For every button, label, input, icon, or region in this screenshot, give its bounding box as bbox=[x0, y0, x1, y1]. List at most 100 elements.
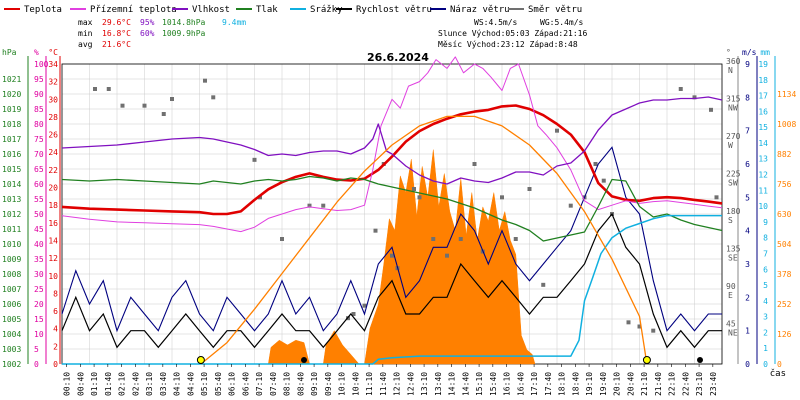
stats-max-hum: 95% bbox=[140, 18, 155, 27]
legend-label: Náraz větru bbox=[450, 5, 510, 15]
wind-direction-point bbox=[527, 187, 532, 191]
wind-info: WS:4.5m/s WG:5.4m/s Slunce Východ:05:03 … bbox=[438, 18, 587, 49]
x-tick-label: 07:10 bbox=[255, 372, 264, 396]
tick-label-hPa: 1003 bbox=[2, 345, 21, 354]
wind-direction-point bbox=[252, 157, 257, 162]
x-tick-label: 08:40 bbox=[296, 372, 305, 396]
tick-label-hPa: 1021 bbox=[2, 75, 21, 84]
tick-label-percent: 90 bbox=[34, 90, 44, 99]
tick-label-mm: 1 bbox=[763, 344, 768, 353]
series-line bbox=[61, 96, 723, 185]
x-tick-label: 10:40 bbox=[351, 372, 360, 396]
series-line bbox=[61, 56, 723, 233]
tick-label-percent: 55 bbox=[34, 195, 44, 204]
wind-direction-point bbox=[568, 203, 573, 208]
wind-gust-stat: WG:5.4m/s bbox=[540, 18, 584, 27]
tick-label-solar: 252 bbox=[777, 300, 792, 309]
x-tick-label: 16:40 bbox=[516, 372, 525, 396]
wind-direction-point bbox=[161, 112, 166, 116]
tick-label-mm: 15 bbox=[758, 123, 768, 132]
x-tick-label: 01:10 bbox=[90, 372, 99, 396]
wind-direction-point bbox=[601, 178, 606, 183]
series-wind-speed bbox=[61, 212, 722, 349]
x-tick-label: 00:10 bbox=[63, 372, 72, 396]
tick-label-ms: 2 bbox=[745, 293, 750, 302]
moon-marker bbox=[697, 357, 703, 363]
stats-block: max 29.6°C 95% 1014.8hPa 9.4mm min 16.8°… bbox=[78, 18, 246, 49]
tick-label-direction-name: SE bbox=[728, 254, 738, 263]
axis-unit-hPa: hPa bbox=[2, 48, 17, 57]
tick-label-celsius: 16 bbox=[48, 219, 58, 228]
tick-label-mm: 3 bbox=[763, 313, 768, 322]
wind-direction-point bbox=[626, 320, 631, 325]
tick-label-hPa: 1006 bbox=[2, 300, 21, 309]
sun-marker bbox=[196, 356, 205, 364]
x-tick-label: 05:40 bbox=[214, 372, 223, 396]
x-tick-label: 17:40 bbox=[544, 372, 553, 396]
tick-label-mm: 19 bbox=[758, 60, 768, 69]
tick-label-solar: 504 bbox=[777, 240, 792, 249]
tick-label-celsius: 6 bbox=[53, 307, 58, 316]
series-line bbox=[61, 175, 723, 242]
stats-min-temp: 16.8°C bbox=[102, 29, 131, 38]
x-tick-label: 20:10 bbox=[613, 372, 622, 396]
tick-label-celsius: 2 bbox=[53, 342, 58, 351]
tick-label-percent: 50 bbox=[34, 210, 44, 219]
x-tick-label: 10:10 bbox=[338, 372, 347, 396]
tick-label-percent: 25 bbox=[34, 285, 44, 294]
tick-label-direction-name: NE bbox=[728, 329, 738, 338]
tick-label-hPa: 1007 bbox=[2, 285, 21, 294]
tick-label-direction-name: E bbox=[728, 291, 733, 300]
tick-label-hPa: 1005 bbox=[2, 315, 21, 324]
tick-label-mm: 6 bbox=[763, 265, 768, 274]
tick-label-hPa: 1020 bbox=[2, 90, 21, 99]
tick-label-percent: 75 bbox=[34, 135, 44, 144]
stats-min-press: 1009.9hPa bbox=[162, 29, 206, 38]
tick-label-percent: 40 bbox=[34, 240, 44, 249]
x-tick-label: 23:10 bbox=[695, 372, 704, 396]
x-tick-label: 20:40 bbox=[626, 372, 635, 396]
axis-unit-mm: mm bbox=[760, 48, 770, 57]
tick-label-ms: 1 bbox=[745, 327, 750, 336]
wind-direction-point bbox=[142, 103, 147, 108]
tick-label-percent: 0 bbox=[34, 360, 39, 369]
wind-speed-stat: WS:4.5m/s bbox=[474, 18, 518, 27]
stats-avg-label: avg bbox=[78, 40, 93, 49]
tick-label-ms: 3 bbox=[745, 260, 750, 269]
tick-label-direction: 315 bbox=[726, 95, 741, 104]
x-tick-label: 18:40 bbox=[571, 372, 580, 396]
wind-direction-point bbox=[651, 328, 656, 333]
tick-label-celsius: 26 bbox=[48, 131, 58, 140]
wind-direction-point bbox=[390, 253, 394, 258]
tick-label-direction-name: N bbox=[728, 66, 733, 75]
tick-label-hPa: 1018 bbox=[2, 120, 21, 129]
x-tick-label: 13:10 bbox=[420, 372, 429, 396]
tick-label-percent: 20 bbox=[34, 300, 44, 309]
wind-direction-point bbox=[709, 107, 713, 112]
tick-label-percent: 10 bbox=[34, 330, 44, 339]
tick-label-hPa: 1010 bbox=[2, 240, 21, 249]
tick-label-ms: 4 bbox=[745, 227, 750, 236]
rain-fill-area bbox=[268, 149, 536, 365]
tick-label-solar: 756 bbox=[777, 180, 792, 189]
series-wind-gust bbox=[61, 146, 722, 333]
tick-label-mm: 5 bbox=[763, 281, 768, 290]
chart-title: 26.6.2024 bbox=[367, 51, 429, 64]
tick-label-celsius: 24 bbox=[48, 148, 58, 157]
legend-label: Rychlost větru bbox=[356, 5, 432, 15]
tick-label-mm: 16 bbox=[758, 107, 768, 116]
tick-label-mm: 2 bbox=[763, 328, 768, 337]
x-tick-label: 21:40 bbox=[654, 372, 663, 396]
axis-unit-percent: % bbox=[34, 48, 39, 57]
tick-label-percent: 100 bbox=[34, 60, 49, 69]
wind-direction-point bbox=[307, 203, 312, 208]
tick-label-mm: 0 bbox=[763, 360, 768, 369]
tick-label-hPa: 1009 bbox=[2, 255, 21, 264]
tick-label-percent: 60 bbox=[34, 180, 44, 189]
x-tick-label: 00:40 bbox=[76, 372, 85, 396]
wind-direction-point bbox=[120, 103, 125, 108]
x-tick-label: 21:10 bbox=[640, 372, 649, 396]
tick-label-hPa: 1011 bbox=[2, 225, 21, 234]
wind-direction-point bbox=[541, 282, 546, 287]
tick-label-celsius: 10 bbox=[48, 272, 58, 281]
